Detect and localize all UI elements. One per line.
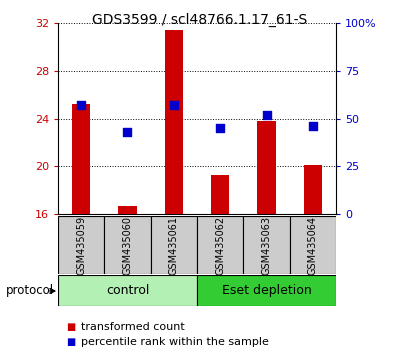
Point <box>171 102 177 108</box>
Point <box>263 112 270 118</box>
Point <box>310 124 316 129</box>
Bar <box>304 165 322 214</box>
Text: GSM435060: GSM435060 <box>122 216 132 275</box>
Bar <box>72 104 90 214</box>
Point <box>124 129 131 135</box>
Bar <box>211 175 230 214</box>
Bar <box>58 216 104 274</box>
Bar <box>58 275 197 306</box>
Text: ■: ■ <box>66 337 75 347</box>
Text: ■: ■ <box>66 322 75 332</box>
Text: control: control <box>106 284 149 297</box>
Text: GSM435062: GSM435062 <box>215 216 225 275</box>
Text: GDS3599 / scl48766.1.17_61-S: GDS3599 / scl48766.1.17_61-S <box>92 12 308 27</box>
Text: percentile rank within the sample: percentile rank within the sample <box>81 337 269 347</box>
Bar <box>164 30 183 214</box>
Bar <box>197 275 336 306</box>
Bar <box>104 216 151 274</box>
Bar <box>290 216 336 274</box>
Text: protocol: protocol <box>6 285 54 297</box>
Bar <box>243 216 290 274</box>
Text: GSM435064: GSM435064 <box>308 216 318 275</box>
Text: GSM435063: GSM435063 <box>262 216 272 275</box>
Bar <box>197 216 243 274</box>
Text: GSM435059: GSM435059 <box>76 216 86 275</box>
Bar <box>257 121 276 214</box>
Bar <box>118 206 137 214</box>
Text: transformed count: transformed count <box>81 322 185 332</box>
Point <box>78 102 84 108</box>
Text: GSM435061: GSM435061 <box>169 216 179 275</box>
Bar <box>151 216 197 274</box>
Text: Eset depletion: Eset depletion <box>222 284 311 297</box>
Point <box>217 125 223 131</box>
